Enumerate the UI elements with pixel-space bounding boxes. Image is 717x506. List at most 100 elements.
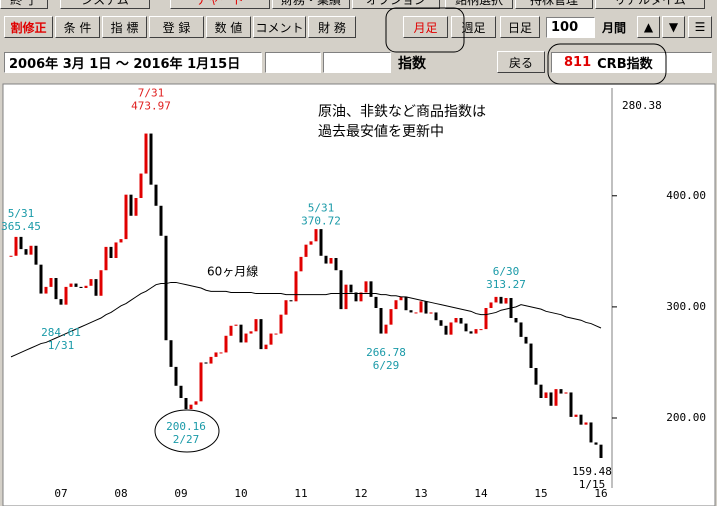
candle — [414, 312, 418, 314]
empty-field — [265, 52, 321, 73]
tool-button[interactable]: 登 録 — [149, 16, 204, 38]
candle — [344, 284, 348, 310]
candle — [54, 278, 58, 300]
candle — [139, 173, 143, 198]
candle — [129, 194, 133, 216]
candle — [234, 324, 238, 326]
candle — [554, 389, 558, 406]
candle — [229, 325, 233, 336]
candle — [524, 336, 528, 344]
x-tick-label: 07 — [54, 487, 67, 500]
period-button[interactable]: 日足 — [500, 16, 540, 38]
annotation-value: 365.45 — [1, 220, 41, 233]
candle — [14, 236, 18, 256]
menu-button[interactable]: 持株管理 — [515, 0, 593, 9]
candle — [594, 442, 598, 445]
candle — [399, 296, 403, 301]
annotation-value: 159.48 — [572, 465, 612, 478]
candle — [244, 333, 248, 343]
candle — [464, 323, 468, 332]
candle — [404, 296, 408, 311]
candle — [219, 352, 223, 354]
menu-button[interactable]: 銘柄選択 — [445, 0, 513, 9]
candle — [419, 301, 423, 313]
candle — [209, 356, 213, 364]
menu-button[interactable]: オプション — [352, 0, 440, 9]
tool-button[interactable]: 指 標 — [102, 16, 147, 38]
candle — [489, 302, 493, 308]
menu-button[interactable]: システム — [60, 0, 150, 9]
x-tick-label: 10 — [234, 487, 247, 500]
candle — [314, 229, 318, 242]
candle — [154, 184, 158, 206]
candle — [134, 198, 138, 216]
y-tick-label: 400.00 — [666, 189, 706, 202]
candle — [159, 205, 163, 236]
note: 過去最安値を更新中 — [318, 124, 444, 140]
annotation-date: 6/30 — [493, 265, 520, 278]
candle — [199, 362, 203, 402]
tool-button[interactable]: コメント — [253, 16, 306, 38]
candle — [269, 333, 273, 345]
date-range: 2006年 3月 1日 ～ 2016年 1月15日 — [4, 52, 262, 73]
tool-button[interactable]: 割修正 — [4, 16, 53, 38]
candle — [164, 235, 168, 341]
symbol-name: CRB指数 — [597, 57, 653, 72]
candle — [374, 296, 378, 308]
candle — [284, 300, 288, 315]
candle — [339, 270, 343, 310]
candle — [29, 245, 33, 255]
candle — [214, 352, 218, 357]
candle — [514, 318, 518, 323]
candle — [74, 283, 78, 287]
down-button[interactable]: ▼ — [662, 16, 685, 38]
tool-button[interactable]: 条 件 — [55, 16, 100, 38]
candle — [169, 340, 173, 367]
candle — [249, 331, 253, 334]
candle — [439, 320, 443, 326]
tool-button[interactable]: 財 務 — [308, 16, 356, 38]
period-button[interactable]: 月足 — [403, 16, 448, 38]
candle — [549, 392, 553, 406]
candle — [409, 310, 413, 313]
x-tick-label: 14 — [474, 487, 488, 500]
kind-label: 指数 — [393, 52, 431, 73]
candle — [9, 255, 13, 257]
candle — [394, 300, 398, 310]
annotation-date: 1/31 — [48, 339, 75, 352]
candle — [39, 264, 43, 294]
candle — [444, 325, 448, 335]
empty-select[interactable] — [323, 52, 391, 73]
candle — [49, 278, 53, 287]
annotation-date: 5/31 — [308, 201, 335, 214]
period-button[interactable]: 週足 — [451, 16, 496, 38]
menu-button[interactable]: 財務・業績 — [272, 0, 350, 9]
candle — [274, 333, 278, 335]
menu-icon[interactable]: ☰ — [688, 16, 712, 38]
up-button[interactable]: ▲ — [637, 16, 660, 38]
x-tick-label: 09 — [174, 487, 187, 500]
count-select[interactable]: 100 — [546, 17, 595, 38]
annotation-date: 1/15 — [579, 478, 606, 491]
candle — [389, 309, 393, 325]
menu-button[interactable]: 終 了 — [0, 0, 48, 9]
candle — [539, 384, 543, 398]
y-tick-label: 300.00 — [666, 300, 706, 313]
tool-button[interactable]: 数 値 — [206, 16, 251, 38]
count-unit: 月間 — [596, 16, 632, 38]
candle — [224, 335, 228, 353]
candle — [89, 279, 93, 286]
menu-button[interactable]: チャート — [170, 0, 270, 9]
candle — [324, 255, 328, 264]
candle — [559, 389, 563, 394]
menu-button[interactable]: リアルタイム — [595, 0, 705, 9]
candle — [309, 241, 313, 245]
candle — [474, 329, 478, 334]
back-button[interactable]: 戻る — [497, 51, 545, 73]
x-tick-label: 15 — [534, 487, 547, 500]
x-tick-label: 11 — [294, 487, 307, 500]
candle — [544, 392, 548, 398]
candle — [204, 362, 208, 364]
